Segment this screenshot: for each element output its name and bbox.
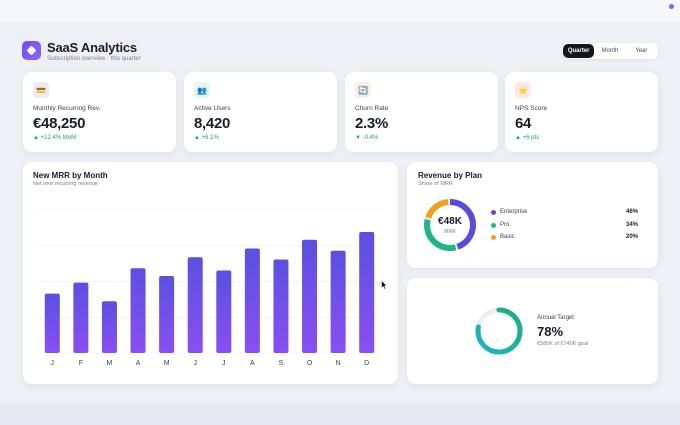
kpi-card-mrr[interactable]: 💳 Monthly Recurring Rev. €48,250 ▲ +12.4…	[23, 72, 176, 152]
status-dot	[669, 4, 674, 9]
x-tick-label: A	[250, 360, 255, 367]
bar-5[interactable]	[187, 257, 203, 353]
window-bottom-bar	[0, 404, 680, 425]
bar-9[interactable]	[302, 239, 318, 353]
kpi-value: €48,250	[33, 115, 86, 132]
credit-card-icon: 💳	[33, 82, 49, 98]
mrr-chart-subtitle: Net new recurring revenue	[33, 181, 98, 187]
kpi-label: Monthly Recurring Rev.	[33, 105, 101, 112]
plan-chart-title: Revenue by Plan	[418, 171, 483, 180]
bar-11[interactable]	[359, 232, 375, 353]
donut-slice-pro[interactable]	[424, 199, 476, 251]
page-subtitle: Subscription overview · this quarter	[47, 56, 141, 62]
legend-item-pro: Pro 34%	[491, 221, 647, 231]
donut-center-value: €48K	[438, 216, 463, 227]
tab-month[interactable]: Month	[601, 48, 619, 54]
bar-0[interactable]	[44, 293, 60, 353]
x-tick-label: M	[164, 360, 170, 367]
legend-item-enterprise: Enterprise 46%	[491, 208, 647, 218]
bar-7[interactable]	[244, 248, 260, 354]
legend-label: Basic	[500, 234, 515, 240]
mrr-chart-card: New MRR by Month Net new recurring reven…	[23, 162, 398, 384]
legend-value: 46%	[625, 209, 638, 215]
legend-label: Enterprise	[500, 209, 528, 215]
refresh-icon: 🔄	[355, 82, 371, 98]
kpi-delta: ▲ +12.4% MoM	[33, 135, 77, 141]
kpi-delta: ▼ -0.4%	[355, 135, 379, 141]
kpi-value: 64	[515, 115, 532, 132]
legend-value: 34%	[625, 222, 638, 228]
page-title: SaaS Analytics	[47, 40, 137, 55]
kpi-delta: ▲ +6.1%	[194, 135, 219, 141]
x-tick-label: A	[136, 360, 141, 367]
x-tick-label: S	[279, 360, 284, 367]
period-selector: Quarter Month Year	[562, 43, 658, 59]
mouse-cursor-icon	[381, 280, 387, 290]
target-progress-arc	[475, 307, 523, 355]
bar-3[interactable]	[130, 268, 146, 353]
kpi-card-churn[interactable]: 🔄 Churn Rate 2.3% ▼ -0.4%	[345, 72, 498, 152]
star-icon: ⭐	[515, 82, 531, 98]
donut-slice-enterprise[interactable]	[424, 199, 476, 251]
x-tick-label: J	[222, 360, 226, 367]
x-tick-label: J	[193, 360, 197, 367]
legend-swatch	[491, 235, 496, 240]
x-tick-label: F	[79, 360, 83, 367]
target-title: Annual Target	[537, 315, 574, 321]
target-progress-ring	[475, 307, 523, 355]
x-tick-label: M	[107, 360, 113, 367]
tab-quarter[interactable]: Quarter	[563, 44, 595, 58]
kpi-label: Active Users	[194, 105, 231, 112]
x-tick-label: N	[336, 360, 341, 367]
legend-swatch	[491, 210, 496, 215]
bar-10[interactable]	[330, 250, 346, 353]
x-tick-label: O	[307, 360, 313, 367]
legend-label: Pro	[500, 222, 510, 228]
x-tick-label: D	[364, 360, 369, 367]
kpi-value: 8,420	[194, 115, 231, 132]
bar-8[interactable]	[273, 259, 289, 354]
plan-chart-subtitle: Share of MRR	[418, 181, 453, 187]
mrr-chart-title: New MRR by Month	[33, 171, 108, 180]
kpi-label: NPS Score	[515, 105, 548, 112]
window-top-bar	[0, 0, 680, 22]
target-card: Annual Target 78% €580K of €740K goal	[407, 278, 658, 384]
donut-center-label: MRR	[444, 229, 456, 235]
kpi-label: Churn Rate	[355, 105, 389, 112]
kpi-delta: ▲ +6 pts	[515, 135, 540, 141]
tab-year[interactable]: Year	[635, 48, 648, 54]
bar-4[interactable]	[159, 276, 175, 353]
plan-donut-chart: €48K MRR	[424, 199, 476, 251]
kpi-card-nps[interactable]: ⭐ NPS Score 64 ▲ +6 pts	[505, 72, 658, 152]
target-note: €580K of €740K goal	[537, 341, 589, 347]
legend-item-basic: Basic 20%	[491, 233, 647, 243]
users-icon: 👥	[194, 82, 210, 98]
target-value: 78%	[537, 324, 564, 339]
kpi-card-users[interactable]: 👥 Active Users 8,420 ▲ +6.1%	[184, 72, 337, 152]
bar-1[interactable]	[73, 282, 89, 353]
app-logo	[22, 41, 41, 60]
kpi-value: 2.3%	[355, 115, 388, 132]
legend-value: 20%	[625, 234, 638, 240]
bar-2[interactable]	[101, 301, 117, 353]
legend-swatch	[491, 223, 496, 228]
bar-6[interactable]	[216, 270, 232, 354]
x-tick-label: J	[51, 360, 55, 367]
